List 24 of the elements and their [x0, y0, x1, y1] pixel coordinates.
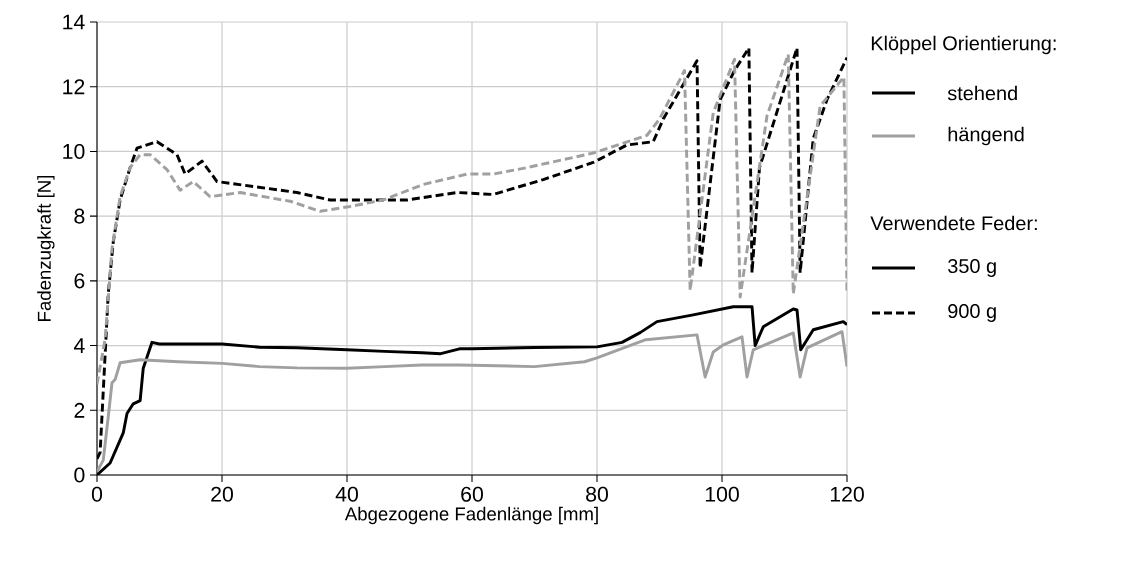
- x-tick-label: 120: [830, 486, 864, 502]
- y-tick-label: 4: [73, 338, 85, 353]
- x-tick-label: 40: [335, 486, 358, 502]
- legend-title: Klöppel Orientierung:: [871, 35, 1056, 55]
- text: 900 g: [948, 303, 996, 323]
- text: Verwendete Feder:: [870, 215, 1037, 231]
- y-tick-label: 6: [74, 273, 85, 289]
- y-tick-label: 12: [63, 79, 85, 95]
- legend-label: stehend: [947, 85, 1017, 101]
- x-tick-label: 20: [211, 486, 233, 502]
- x-tick-label: 0: [91, 486, 103, 502]
- legend-label: hängend: [948, 126, 1024, 146]
- y-tick-label: 0: [74, 467, 85, 483]
- y-tick-label: 14: [63, 14, 85, 30]
- y-tick-label: 2: [74, 402, 85, 418]
- text: 350 g: [948, 258, 996, 278]
- x-axis-title: Abgezogene Fadenlänge [mm]: [344, 506, 598, 525]
- x-tick-label: 60: [461, 486, 483, 502]
- x-tick-label: 80: [586, 486, 608, 502]
- x-tick-label: 100: [705, 486, 739, 502]
- y-tick-label: 8: [74, 208, 85, 224]
- y-axis-title: Fadenzugkraft [N]: [37, 175, 55, 321]
- line-series: [97, 52, 848, 386]
- y-tick-label: 10: [63, 143, 85, 159]
